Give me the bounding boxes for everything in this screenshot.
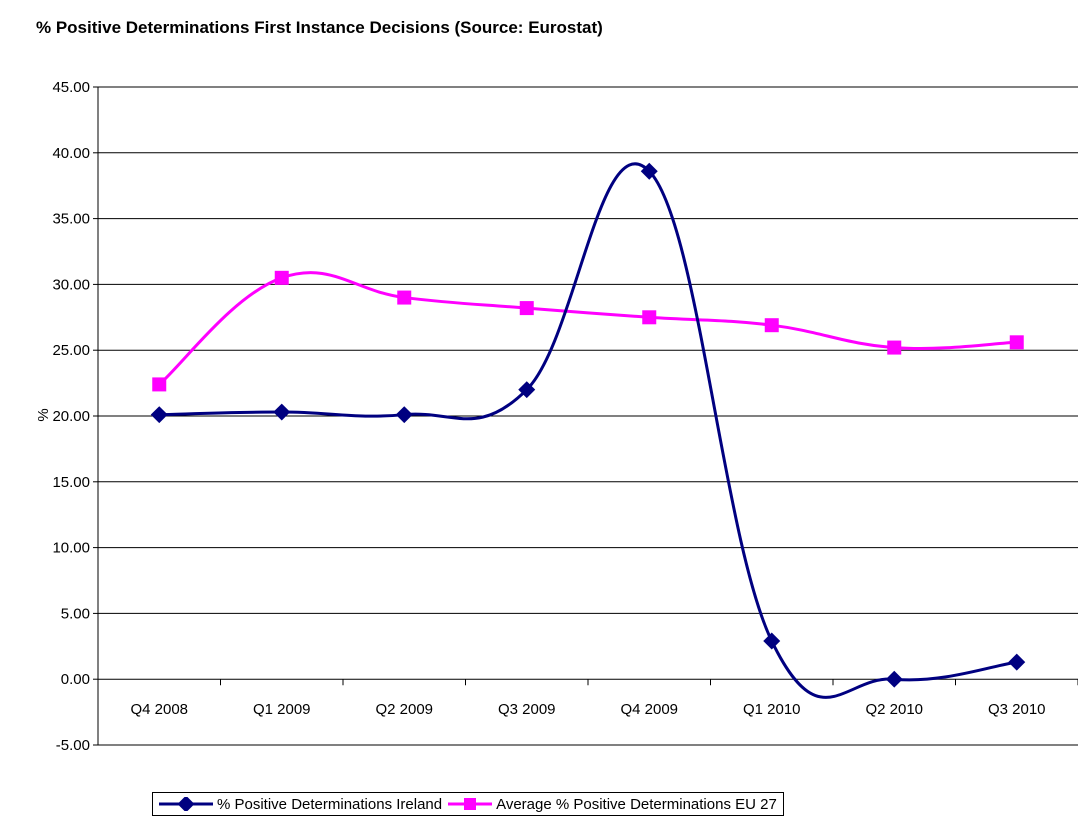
- x-tick-label: Q4 2009: [620, 701, 678, 718]
- legend-swatch-square: [448, 798, 493, 810]
- x-tick-label: Q1 2009: [253, 701, 311, 718]
- data-point-ireland: [518, 381, 536, 399]
- x-tick-label: Q2 2010: [865, 701, 923, 718]
- series-layer: [150, 162, 1026, 699]
- y-axis-label: %: [35, 408, 52, 421]
- y-tick-label: 20.00: [52, 408, 90, 425]
- legend: % Positive Determinations Ireland Averag…: [152, 792, 784, 816]
- y-tick-label: 40.00: [52, 145, 90, 162]
- y-tick-label: 25.00: [52, 342, 90, 359]
- series-line-eu27: [158, 271, 1017, 386]
- data-point-ireland: [1008, 653, 1026, 671]
- x-tick-label: Q4 2008: [130, 701, 188, 718]
- data-point-eu27: [764, 318, 779, 333]
- data-point-ireland: [885, 670, 903, 688]
- data-point-ireland: [763, 632, 781, 650]
- y-tick-label: 35.00: [52, 211, 90, 228]
- x-tick-label: Q2 2009: [375, 701, 433, 718]
- legend-item-eu27: Average % Positive Determinations EU 27: [448, 796, 777, 813]
- legend-swatch-diamond: [159, 797, 213, 811]
- data-point-eu27: [642, 310, 657, 325]
- data-point-eu27: [887, 340, 902, 355]
- chart-title: % Positive Determinations First Instance…: [36, 18, 603, 37]
- data-point-eu27: [519, 301, 534, 316]
- legend-item-ireland: % Positive Determinations Ireland: [159, 796, 442, 813]
- y-tick-label: 0.00: [61, 671, 90, 688]
- y-tick-label: 10.00: [52, 540, 90, 557]
- data-point-eu27: [1009, 335, 1024, 350]
- data-point-ireland: [150, 406, 168, 424]
- data-point-ireland: [640, 162, 658, 180]
- data-point-ireland: [395, 406, 413, 424]
- y-tick-label: 45.00: [52, 79, 90, 96]
- y-tick-label: -5.00: [56, 737, 90, 754]
- legend-label-ireland: % Positive Determinations Ireland: [217, 795, 443, 813]
- axes: -5.00 0.00 5.00 10.00 15.00 20.00 25.00 30.00 35…: [52, 79, 1078, 754]
- data-point-ireland: [273, 403, 291, 421]
- data-point-eu27: [152, 377, 167, 392]
- y-tick-label: 15.00: [52, 474, 90, 491]
- y-tick-label: 5.00: [61, 605, 90, 622]
- series-line-ireland: [159, 162, 1017, 699]
- data-point-eu27: [397, 290, 412, 305]
- x-tick-label: Q3 2010: [988, 701, 1046, 718]
- x-tick-label: Q1 2010: [743, 701, 801, 718]
- y-tick-label: 30.00: [52, 276, 90, 293]
- gridlines: [98, 86, 1078, 746]
- line-chart: -5.00 0.00 5.00 10.00 15.00 20.00 25.00 30.00 35…: [35, 79, 1078, 754]
- legend-label-eu27: Average % Positive Determinations EU 27: [496, 795, 777, 813]
- x-tick-label: Q3 2009: [498, 701, 556, 718]
- data-point-eu27: [274, 270, 289, 285]
